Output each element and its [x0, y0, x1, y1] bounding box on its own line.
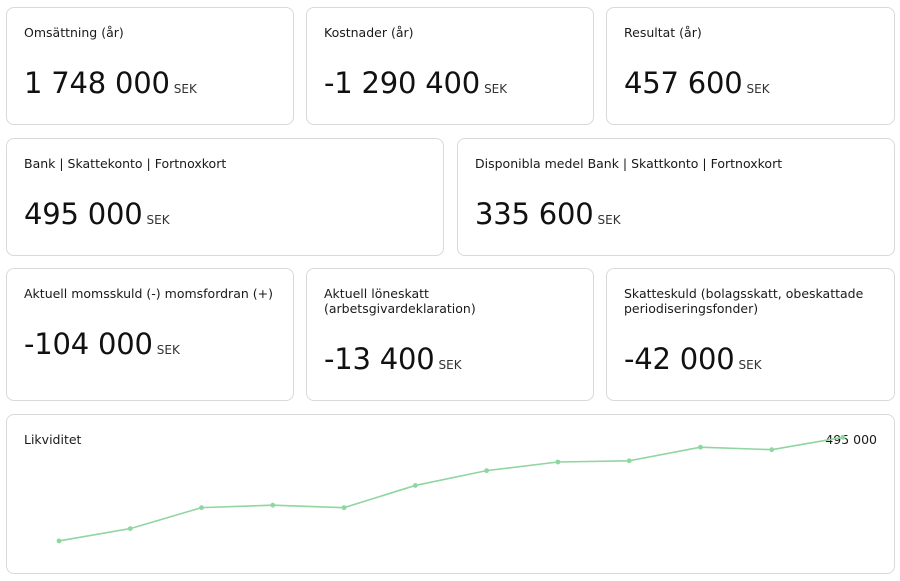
liquidity-point[interactable] — [56, 538, 62, 544]
card-title: Kostnader (år) — [324, 25, 414, 40]
value-number: -42 000 — [624, 342, 735, 376]
liquidity-point[interactable] — [840, 434, 846, 440]
card-value: -1 290 400 SEK — [324, 66, 507, 100]
card-title: Skatteskuld (bolagsskatt, obeskattade pe… — [624, 286, 864, 316]
card-available-funds: Disponibla medel Bank | Skattkonto | For… — [457, 138, 895, 256]
value-number: 457 600 — [624, 66, 743, 100]
card-vat: Aktuell momsskuld (-) momsfordran (+) -1… — [6, 268, 294, 401]
card-title: Bank | Skattekonto | Fortnoxkort — [24, 156, 227, 171]
value-unit: SEK — [738, 358, 762, 372]
value-unit: SEK — [597, 213, 621, 227]
liquidity-chart — [56, 434, 846, 544]
card-value: 495 000 SEK — [24, 197, 170, 231]
card-value: 1 748 000 SEK — [24, 66, 197, 100]
value-unit: SEK — [156, 343, 180, 357]
card-value: -13 400 SEK — [324, 342, 462, 376]
value-number: 1 748 000 — [24, 66, 170, 100]
value-unit: SEK — [173, 82, 197, 96]
card-bank: Bank | Skattekonto | Fortnoxkort 495 000… — [6, 138, 444, 256]
value-unit: SEK — [146, 213, 170, 227]
value-unit: SEK — [484, 82, 508, 96]
liquidity-point[interactable] — [127, 526, 133, 531]
card-title: Disponibla medel Bank | Skattkonto | For… — [475, 156, 783, 171]
liquidity-point[interactable] — [341, 505, 347, 511]
card-title: Aktuell momsskuld (-) momsfordran (+) — [24, 286, 273, 301]
value-number: 335 600 — [475, 197, 594, 231]
card-value: 335 600 SEK — [475, 197, 621, 231]
card-payroll-tax: Aktuell löneskatt (arbetsgivardeklaratio… — [306, 268, 594, 401]
card-result: Resultat (år) 457 600 SEK — [606, 7, 895, 125]
liquidity-point[interactable] — [698, 444, 703, 450]
liquidity-series-line — [58, 436, 844, 542]
value-number: -13 400 — [324, 342, 435, 376]
card-title: Resultat (år) — [624, 25, 702, 40]
card-value: -104 000 SEK — [24, 327, 180, 361]
card-title: Aktuell löneskatt (arbetsgivardeklaratio… — [324, 286, 476, 316]
card-value: -42 000 SEK — [624, 342, 762, 376]
value-number: -104 000 — [24, 327, 153, 361]
card-liquidity: Likviditet 495 000 — [6, 414, 895, 574]
card-title: Omsättning (år) — [24, 25, 124, 40]
card-value: 457 600 SEK — [624, 66, 770, 100]
value-number: 495 000 — [24, 197, 143, 231]
card-costs: Kostnader (år) -1 290 400 SEK — [306, 7, 594, 125]
liquidity-point[interactable] — [555, 459, 561, 465]
liquidity-point[interactable] — [769, 447, 775, 453]
liquidity-point[interactable] — [412, 483, 418, 488]
value-unit: SEK — [438, 358, 462, 372]
liquidity-point[interactable] — [199, 505, 204, 511]
card-revenue: Omsättning (år) 1 748 000 SEK — [6, 7, 294, 125]
chart-latest-value: 495 000 — [825, 432, 877, 447]
value-number: -1 290 400 — [324, 66, 481, 100]
card-tax-debt: Skatteskuld (bolagsskatt, obeskattade pe… — [606, 268, 895, 401]
chart-title: Likviditet — [24, 432, 82, 447]
liquidity-point[interactable] — [270, 502, 276, 508]
value-unit: SEK — [746, 82, 770, 96]
liquidity-point[interactable] — [484, 468, 490, 474]
liquidity-point[interactable] — [626, 458, 632, 464]
